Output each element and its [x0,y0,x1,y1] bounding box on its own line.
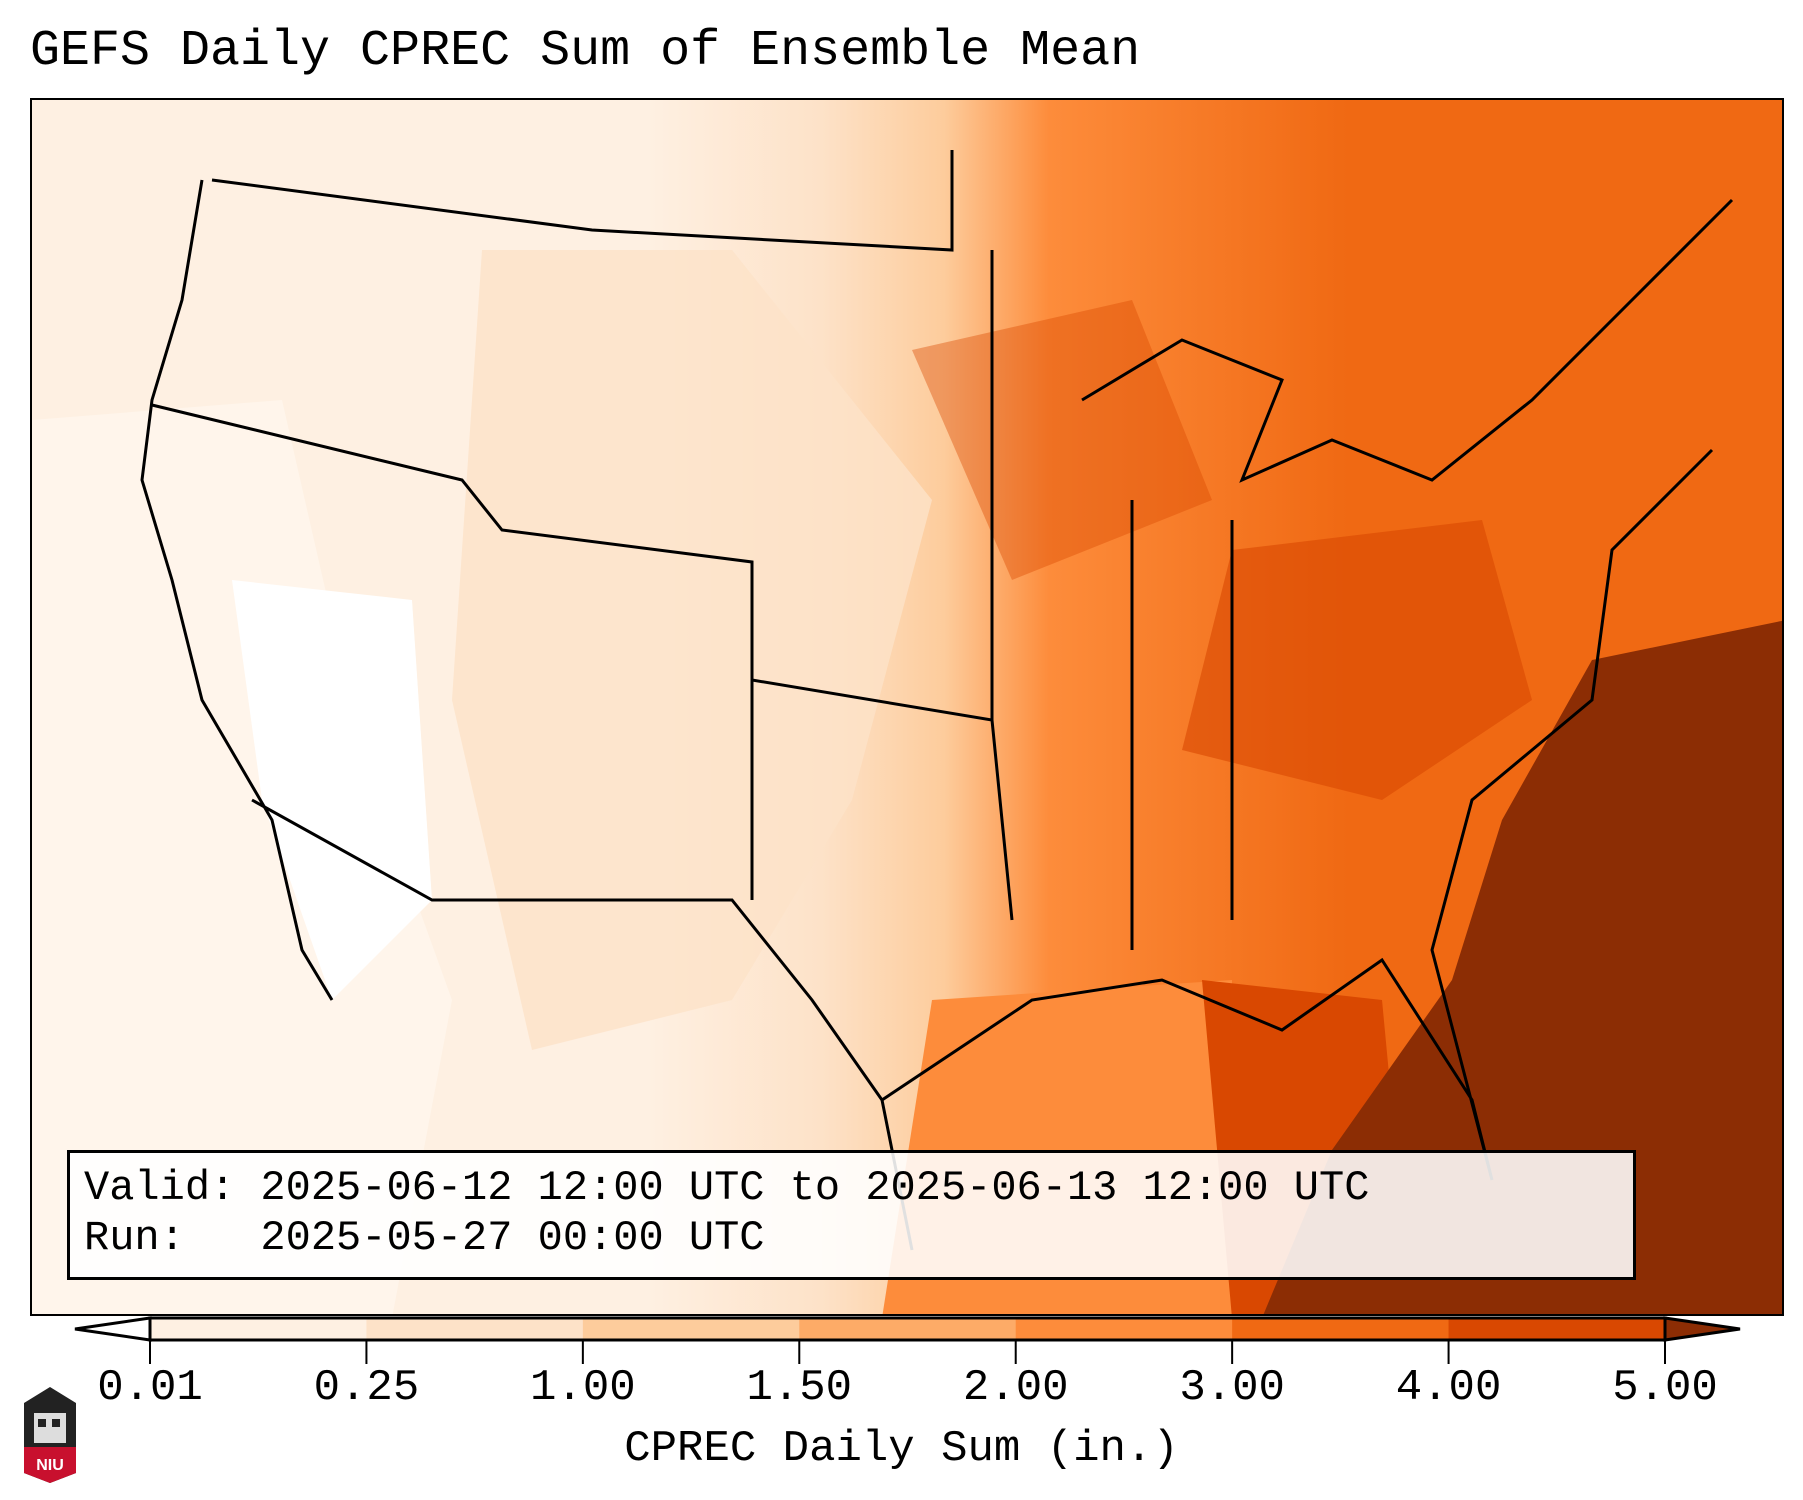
chart-title: GEFS Daily CPREC Sum of Ensemble Mean [30,23,1141,80]
colorbar [74,1316,1741,1364]
field-plains [452,250,932,1050]
map-panel [30,98,1784,1316]
colorbar-tick-label: 2.00 [962,1363,1069,1413]
canada-border [211,150,954,252]
colorbar-over-extension [1663,1316,1741,1342]
field-california-dry [232,580,432,1000]
colorbar-tick-label: 5.00 [1612,1363,1718,1413]
niu-logo: NIU [24,1387,76,1483]
colorbar-segment [799,1318,1017,1340]
colorbar-segment [366,1318,584,1340]
great-lakes-coast [1081,198,1734,483]
run-time: Run: 2025-05-27 00:00 UTC [84,1214,765,1262]
interior-lines [750,250,1234,950]
colorbar-tick-label: 0.25 [313,1363,420,1413]
colorbar-segment [150,1318,367,1340]
colorbar-under-extension [74,1316,152,1342]
colorbar-tick-label: 1.00 [530,1363,636,1413]
field-west-low [32,400,452,1314]
colorbar-tick-label: 3.00 [1179,1363,1285,1413]
svg-text:NIU: NIU [36,1457,64,1474]
field-atlantic-max [1263,620,1782,1314]
gulf-atlantic-coast [881,448,1714,1181]
colorbar-label: CPREC Daily Sum (in.) [624,1424,1179,1474]
mexico-border [251,798,914,1251]
precip-field [32,100,1782,1314]
pacific-coast [140,179,334,1001]
colorbar-segment [1448,1318,1666,1340]
info-box: Valid: 2025-06-12 12:00 UTC to 2025-06-1… [67,1150,1636,1280]
colorbar-tick-label: 1.50 [746,1363,853,1413]
colorbar-outline [148,1316,1667,1342]
field-ohio-valley [1182,520,1532,800]
colorbar-tick-label: 4.00 [1395,1363,1502,1413]
colorbar-segment [582,1318,800,1340]
valid-time: Valid: 2025-06-12 12:00 UTC to 2025-06-1… [84,1164,1370,1212]
colorbar-segment [1232,1318,1450,1340]
field-upper-midwest [912,300,1212,580]
colorbar-segment [1015,1318,1233,1340]
boundaries [140,150,1734,1251]
colorbar-tick-label: 0.01 [97,1363,203,1413]
